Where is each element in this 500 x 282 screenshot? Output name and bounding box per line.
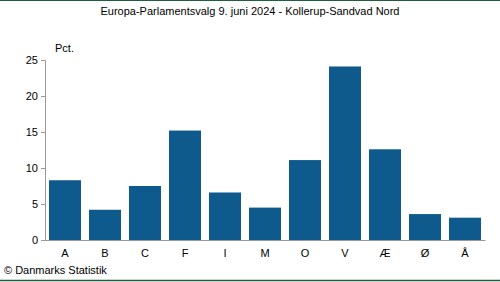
y-tick: 10 <box>26 162 45 174</box>
bar <box>129 186 161 240</box>
x-tick: Å <box>461 240 469 259</box>
x-tick: A <box>61 240 69 259</box>
x-tick-label: I <box>223 247 226 259</box>
bar <box>169 131 201 240</box>
y-tick-label: 20 <box>26 90 38 102</box>
x-tick-label: Æ <box>380 247 391 259</box>
y-axis: 0 5 10 15 20 25 <box>26 54 46 246</box>
x-tick: O <box>301 240 310 259</box>
x-tick-label: C <box>141 247 149 259</box>
x-tick-label: B <box>101 247 108 259</box>
x-tick: B <box>101 240 108 259</box>
x-tick-label: M <box>260 247 269 259</box>
bar <box>409 214 441 240</box>
y-tick-label: 25 <box>26 54 38 66</box>
bar <box>209 192 241 240</box>
x-tick-label: O <box>301 247 310 259</box>
y-tick: 5 <box>32 198 45 210</box>
bars <box>49 66 481 240</box>
top-rule <box>0 0 500 1</box>
y-tick-label: 10 <box>26 162 38 174</box>
y-tick-mark <box>41 60 45 61</box>
title: Europa-Parlamentsvalg 9. juni 2024 - Kol… <box>100 5 399 17</box>
x-axis-line <box>46 240 486 241</box>
chart: Europa-Parlamentsvalg 9. juni 2024 - Kol… <box>0 0 500 282</box>
x-tick: V <box>341 240 349 259</box>
y-tick-mark <box>41 96 45 97</box>
y-tick-mark <box>41 168 45 169</box>
plot: 0 5 10 15 20 25 A B C F I M O V Æ Ø Å <box>26 54 486 259</box>
y-tick: 25 <box>26 54 45 66</box>
y-tick-mark <box>41 204 45 205</box>
y-tick-mark <box>41 240 45 241</box>
x-tick: M <box>260 240 269 259</box>
bar <box>49 180 81 240</box>
y-tick: 20 <box>26 90 45 102</box>
x-tick-label: Å <box>461 247 469 259</box>
y-tick-label: 0 <box>32 234 38 246</box>
x-tick: I <box>223 240 226 259</box>
x-tick: Ø <box>421 240 430 259</box>
y-tick-label: 5 <box>32 198 38 210</box>
bar <box>329 66 361 240</box>
bottom-rule <box>0 280 500 282</box>
y-tick: 0 <box>32 234 45 246</box>
y-tick-mark <box>41 132 45 133</box>
x-tick-label: Ø <box>421 247 430 259</box>
bar <box>449 218 481 240</box>
bar <box>369 149 401 240</box>
x-axis: ABCFIMOVÆØÅ <box>46 240 486 259</box>
x-tick: F <box>182 240 189 259</box>
x-tick-label: V <box>341 247 349 259</box>
y-tick-label: 15 <box>26 126 38 138</box>
y-axis-line <box>41 61 46 241</box>
x-tick-label: F <box>182 247 189 259</box>
x-tick: Æ <box>380 240 391 259</box>
x-tick: C <box>141 240 149 259</box>
bar <box>89 210 121 240</box>
y-axis-label: Pct. <box>55 42 74 54</box>
source: © Danmarks Statistik <box>4 264 107 276</box>
bar <box>249 208 281 240</box>
x-tick-label: A <box>61 247 69 259</box>
y-tick: 15 <box>26 126 45 138</box>
bar <box>289 160 321 240</box>
